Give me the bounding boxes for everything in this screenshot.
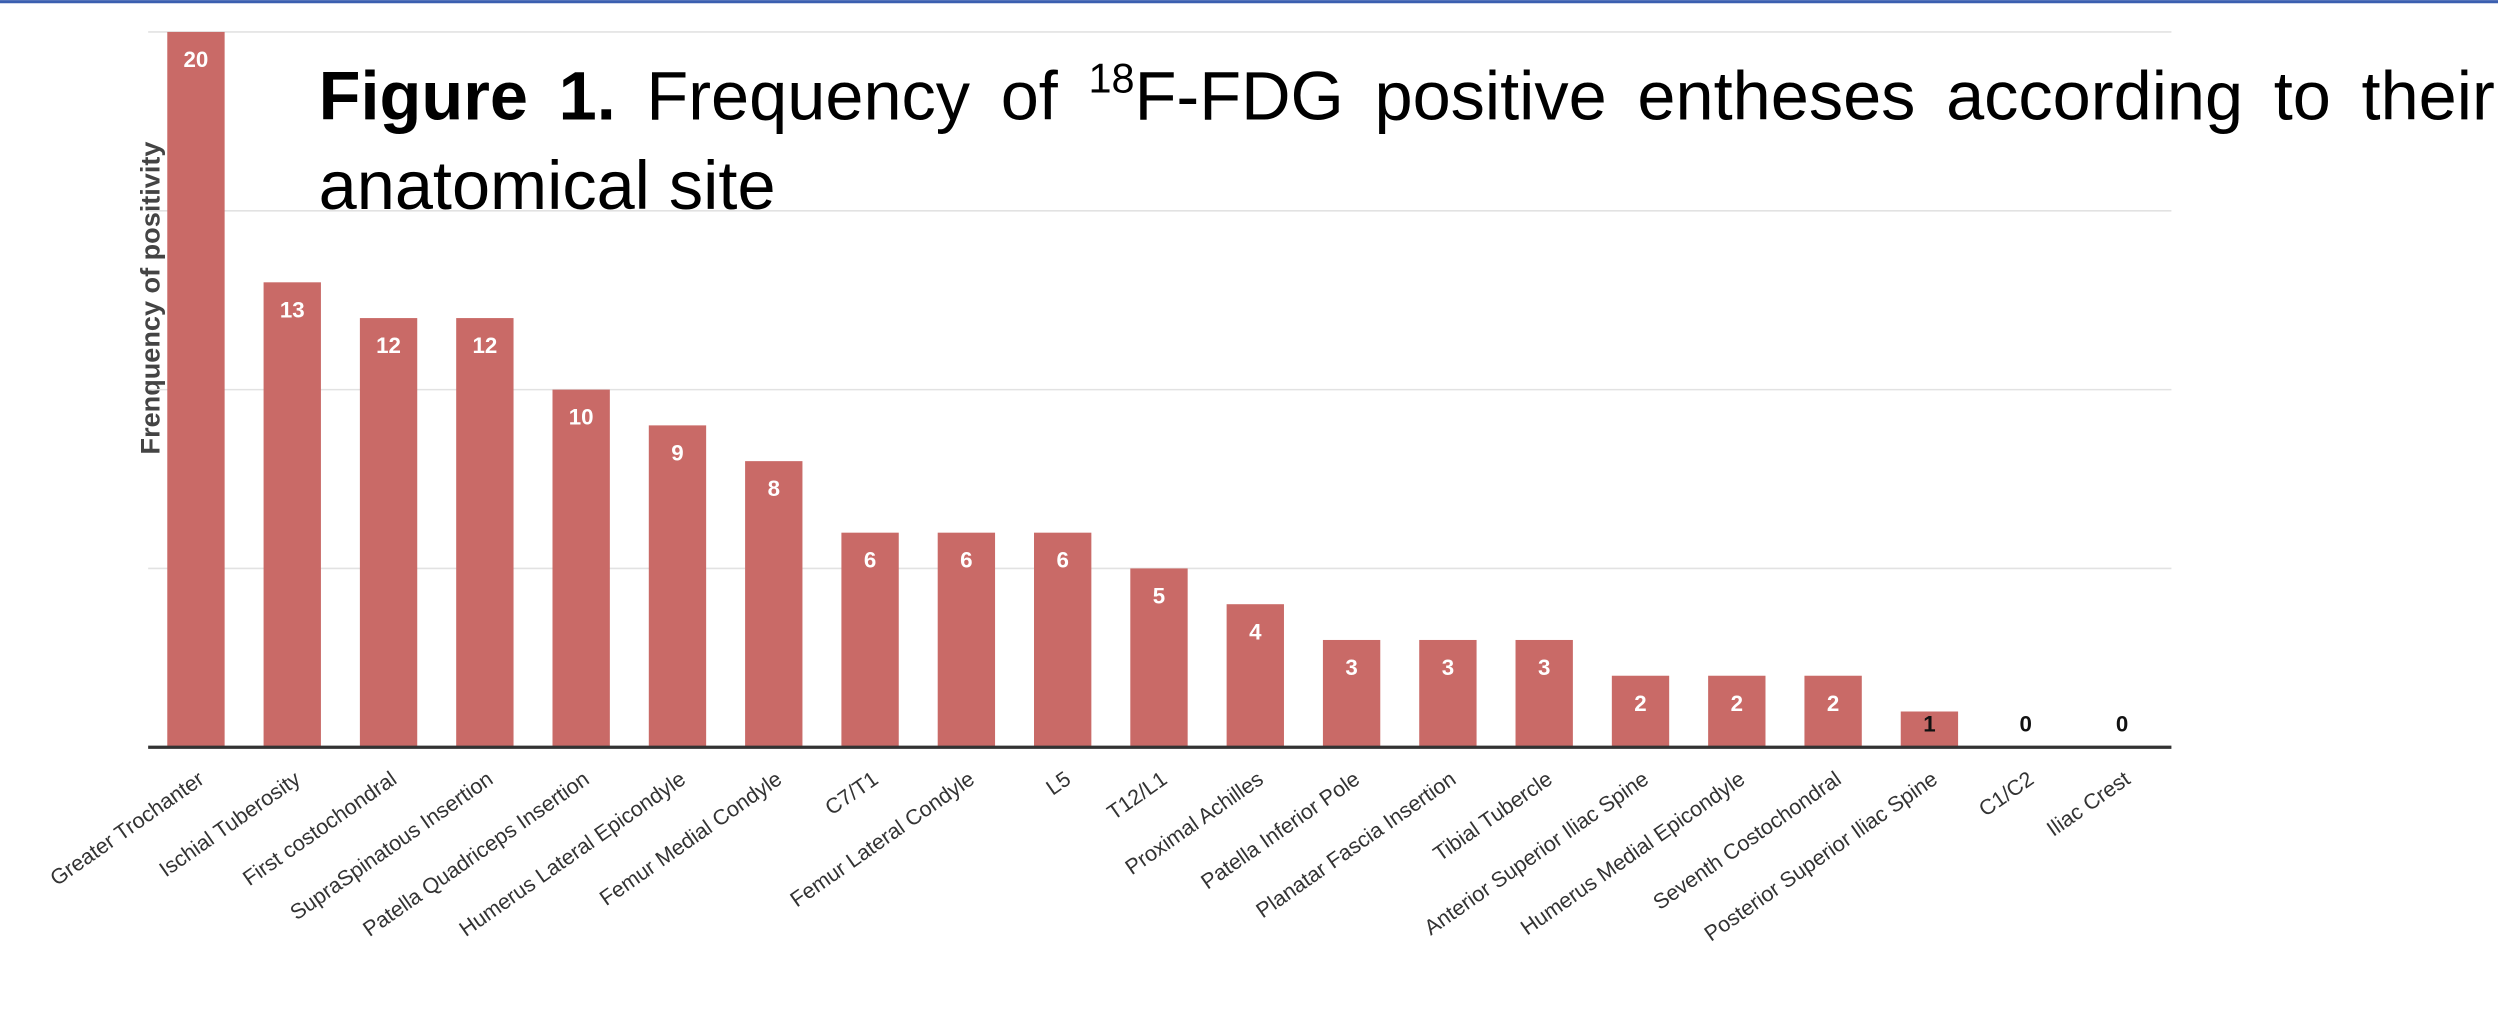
value-label: 9 bbox=[671, 440, 683, 465]
value-label: 2 bbox=[1827, 691, 1839, 716]
bar bbox=[841, 532, 899, 748]
value-label: 12 bbox=[472, 333, 497, 358]
value-label: 0 bbox=[2020, 711, 2032, 736]
title-label: Figure 1. bbox=[318, 59, 616, 136]
bar bbox=[1515, 639, 1573, 748]
bar bbox=[167, 31, 225, 748]
value-label: 2 bbox=[1634, 691, 1646, 716]
bar bbox=[745, 461, 803, 748]
value-label: 20 bbox=[184, 47, 209, 72]
bar bbox=[1708, 675, 1766, 748]
bar bbox=[1804, 675, 1862, 748]
x-tick-label: T12/L1 bbox=[1103, 767, 1172, 825]
value-label: 0 bbox=[2116, 711, 2128, 736]
bar bbox=[359, 318, 418, 748]
bar bbox=[648, 425, 707, 748]
value-label: 5 bbox=[1153, 583, 1165, 608]
title-container: Figure 1. Frequency of 18F-FDG positive … bbox=[319, 53, 2495, 231]
bar bbox=[456, 318, 514, 748]
value-label: 3 bbox=[1345, 655, 1357, 680]
bar bbox=[937, 532, 996, 748]
value-label: 10 bbox=[569, 405, 594, 430]
x-tick-label: Femur Medial Condyle bbox=[595, 767, 786, 911]
value-label: 4 bbox=[1249, 619, 1262, 644]
x-tick-label: Femur Lateral Condyle bbox=[786, 767, 979, 912]
x-tick-label: Iliac Crest bbox=[2042, 767, 2134, 841]
value-label: 1 bbox=[1923, 711, 1935, 736]
title-superscript: 18 bbox=[1088, 54, 1135, 103]
x-tick-label: C1/C2 bbox=[1974, 767, 2038, 822]
title-text-after: F-FDG positive entheses according to the… bbox=[318, 59, 2495, 225]
value-label: 6 bbox=[960, 548, 972, 573]
value-label: 2 bbox=[1731, 691, 1743, 716]
value-label: 12 bbox=[376, 333, 401, 358]
value-label: 3 bbox=[1538, 655, 1550, 680]
bar bbox=[1226, 604, 1284, 748]
value-label: 8 bbox=[768, 476, 780, 501]
x-tick-label: C7/T1 bbox=[821, 767, 883, 820]
x-tick-label: Patella Inferior Pole bbox=[1197, 767, 1364, 894]
chart-title: Figure 1. Frequency of 18F-FDG positive … bbox=[319, 53, 2495, 231]
bar bbox=[1130, 568, 1188, 748]
bar bbox=[263, 282, 321, 748]
bar bbox=[1322, 639, 1381, 748]
title-text-before: Frequency of bbox=[646, 59, 1089, 136]
bar bbox=[552, 389, 610, 748]
x-tick-label: Greater Trochanter bbox=[46, 767, 209, 891]
bar bbox=[1900, 711, 1959, 748]
bar bbox=[1419, 639, 1477, 748]
bar bbox=[1611, 675, 1670, 748]
value-label: 13 bbox=[280, 297, 305, 322]
value-label: 6 bbox=[1056, 548, 1068, 573]
value-label: 3 bbox=[1442, 655, 1454, 680]
value-label: 6 bbox=[864, 548, 876, 573]
y-axis-label: Frenquency of positivity bbox=[134, 142, 165, 455]
x-tick-label: L5 bbox=[1042, 767, 1075, 800]
bar bbox=[1034, 532, 1092, 748]
